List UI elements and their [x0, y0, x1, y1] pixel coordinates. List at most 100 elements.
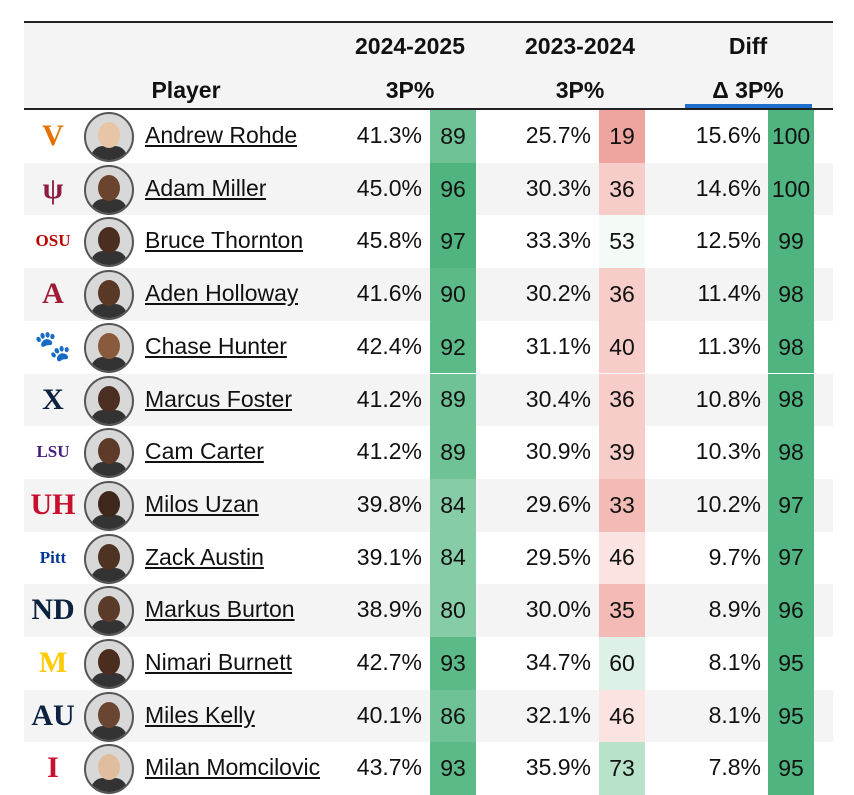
percentile-2025: 92 — [430, 320, 476, 374]
delta-3p-header: Δ 3P% — [712, 77, 784, 103]
player-avatar — [84, 586, 134, 637]
table-row: M Nimari Burnett 42.7% 93 34.7% 60 8.1% 95 — [24, 637, 833, 690]
percentile-2025: 84 — [430, 531, 476, 585]
delta-pct: 11.3% — [697, 332, 761, 359]
pct-2025: 45.8% — [356, 227, 422, 254]
player-name-link[interactable]: Andrew Rohde — [145, 122, 298, 148]
percentile-2024: 40 — [599, 320, 645, 374]
percentile-delta: 98 — [768, 268, 814, 321]
pct-2024: 34.7% — [525, 649, 591, 675]
player-name-link[interactable]: Aden Holloway — [145, 280, 299, 307]
avatar-body — [91, 778, 127, 793]
diff-header: Diff — [728, 33, 768, 59]
percentile-2025: 86 — [430, 689, 476, 743]
lsu-logo: LSU — [36, 442, 70, 462]
percentile-2025: 89 — [430, 110, 476, 163]
table-row: ψ Adam Miller 45.0% 96 30.3% 36 14.6% 100 — [24, 162, 833, 216]
percentile-delta: 95 — [768, 742, 814, 795]
pct-2025: 45.0% — [356, 174, 422, 201]
avatar-head — [98, 701, 120, 728]
clemson-logo: 🐾 — [34, 330, 72, 364]
player-header: Player — [151, 77, 221, 103]
player-avatar — [84, 533, 134, 584]
avatar-head — [98, 649, 120, 675]
pct-2024: 29.5% — [525, 543, 591, 570]
percentile-delta: 99 — [768, 215, 814, 269]
pct-2025: 43.7% — [356, 754, 422, 781]
avatar-body — [91, 409, 127, 424]
player-name-link[interactable]: Chase Hunter — [145, 332, 287, 359]
alabama-logo: A — [42, 277, 64, 311]
table-row: X Marcus Foster 41.2% 89 30.4% 36 10.8% 98 — [24, 373, 833, 427]
percentile-2024: 53 — [599, 215, 645, 269]
percentile-delta: 100 — [768, 162, 814, 216]
delta-pct: 9.7% — [708, 543, 761, 570]
percentile-2025: 96 — [430, 162, 476, 216]
percentile-delta: 98 — [768, 426, 814, 479]
percentile-2024: 19 — [599, 110, 645, 163]
percentile-2024: 36 — [599, 268, 645, 321]
diff-underline — [685, 104, 812, 108]
percentile-2024: 39 — [599, 426, 645, 479]
pitt-logo: Pitt — [39, 547, 67, 567]
percentile-2024: 60 — [599, 637, 645, 690]
player-name-link[interactable]: Milos Uzan — [145, 490, 259, 517]
percentile-2025: 93 — [430, 742, 476, 795]
pct-2024: 30.4% — [525, 385, 591, 412]
avatar-head — [98, 754, 120, 781]
delta-pct: 8.1% — [708, 701, 761, 728]
pct-2025: 42.7% — [356, 649, 422, 675]
header-rule — [24, 108, 833, 110]
pct-2025: 41.2% — [356, 438, 422, 465]
player-name-link[interactable]: Markus Burton — [145, 596, 295, 623]
player-avatar — [84, 270, 134, 321]
player-name-link[interactable]: Nimari Burnett — [145, 649, 292, 675]
avatar-body — [91, 356, 127, 371]
pct-2024: 33.3% — [525, 227, 591, 254]
percentile-delta: 97 — [768, 478, 814, 532]
percentile-2024: 46 — [599, 689, 645, 743]
player-name-link[interactable]: Adam Miller — [145, 174, 267, 201]
player-name-link[interactable]: Bruce Thornton — [145, 227, 304, 254]
pct-2024: 35.9% — [525, 754, 591, 781]
stat-3p-2025-header: 3P% — [385, 77, 435, 103]
pct-2024: 30.2% — [525, 280, 591, 307]
table-row: AU Miles Kelly 40.1% 86 32.1% 46 8.1% 95 — [24, 689, 833, 743]
auburn-logo: AU — [31, 698, 75, 732]
delta-pct: 10.3% — [695, 438, 761, 465]
percentile-2025: 97 — [430, 215, 476, 269]
player-name-link[interactable]: Marcus Foster — [145, 385, 292, 412]
player-avatar — [84, 375, 134, 426]
percentile-delta: 95 — [768, 637, 814, 690]
avatar-head — [98, 280, 120, 307]
player-name-link[interactable]: Zack Austin — [145, 543, 264, 570]
season-2023-2024-header: 2023-2024 — [525, 33, 635, 59]
table-row: 🐾 Chase Hunter 42.4% 92 31.1% 40 11.3% 98 — [24, 320, 833, 374]
percentile-delta: 98 — [768, 373, 814, 427]
table-row: OSU Bruce Thornton 45.8% 97 33.3% 53 12.5% 99 — [24, 215, 833, 269]
pct-2025: 40.1% — [356, 701, 422, 728]
pct-2024: 30.0% — [525, 596, 591, 623]
percentile-2024: 33 — [599, 478, 645, 532]
avatar-body — [91, 146, 127, 160]
player-avatar — [84, 217, 134, 268]
avatar-head — [98, 490, 120, 517]
notre-dame-logo: ND — [31, 593, 75, 627]
player-name-link[interactable]: Cam Carter — [145, 438, 264, 465]
pct-2024: 25.7% — [525, 122, 591, 148]
pct-2025: 41.3% — [356, 122, 422, 148]
pct-2024: 29.6% — [525, 490, 591, 517]
pct-2025: 39.1% — [356, 543, 422, 570]
table-row: V Andrew Rohde 41.3% 89 25.7% 19 15.6% 100 — [24, 110, 833, 163]
delta-pct: 8.9% — [708, 596, 761, 623]
delta-pct: 12.5% — [695, 227, 761, 254]
avatar-head — [98, 122, 120, 148]
player-name-link[interactable]: Milan Momcilovic — [145, 754, 321, 781]
player-avatar — [84, 164, 134, 215]
player-name-link[interactable]: Miles Kelly — [145, 701, 255, 728]
table-row: Pitt Zack Austin 39.1% 84 29.5% 46 9.7% 97 — [24, 531, 833, 585]
avatar-body — [91, 673, 127, 687]
percentile-2025: 90 — [430, 268, 476, 321]
delta-pct: 14.6% — [695, 174, 761, 201]
pct-2025: 41.6% — [356, 280, 422, 307]
